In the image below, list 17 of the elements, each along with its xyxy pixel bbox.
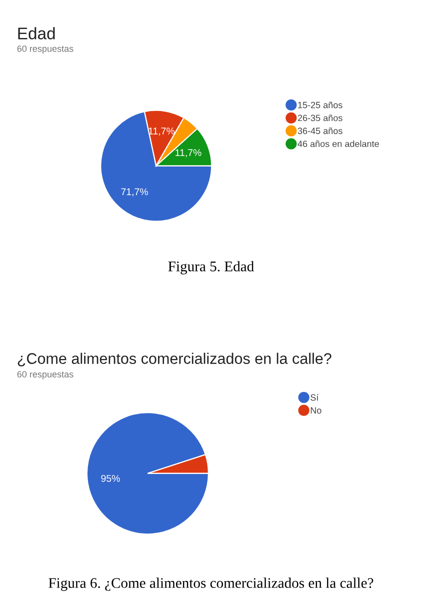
legend-label: 26-35 años — [298, 114, 342, 122]
chart-title: ¿Come alimentos comercializados en la calle? — [18, 352, 332, 366]
chart-subtitle: 60 respuestas — [17, 45, 74, 54]
chart-title: Edad — [18, 27, 55, 40]
text: Figura 6. ¿Come alimentos comercializados en la calle? — [48, 578, 374, 591]
data-label: 71,7% — [121, 188, 148, 196]
chart-subtitle: 60 respuestas — [17, 371, 74, 380]
legend-label: Sí — [310, 394, 319, 401]
data-label: 11,7% — [176, 149, 202, 158]
data-label: 95% — [101, 474, 120, 482]
legend-label: 46 años en adelante — [298, 140, 379, 148]
pie-slice — [100, 111, 212, 222]
legend-label: 36-45 años — [298, 128, 342, 134]
legend-label: No — [310, 407, 322, 414]
legend-label: 15-25 años — [298, 102, 342, 108]
pie-slice — [86, 412, 210, 535]
text: Figura 5. Edad — [168, 261, 254, 274]
